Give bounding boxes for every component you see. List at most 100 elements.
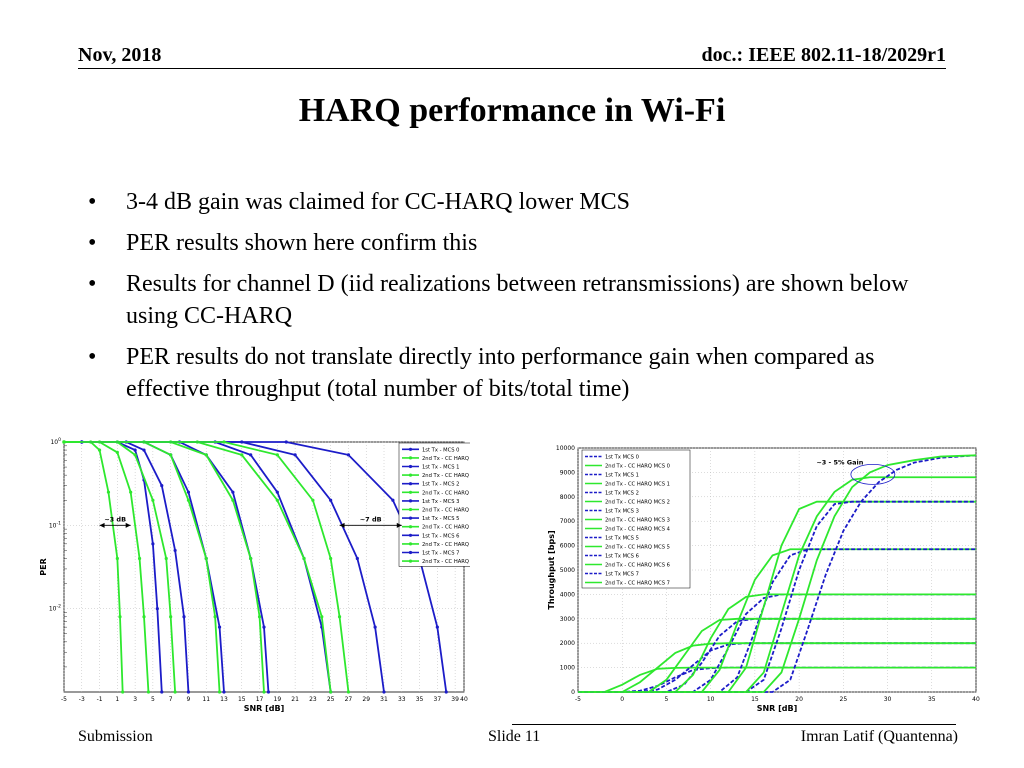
- legend-label: 2nd Tx - CC HARQ MCS 6: [422, 542, 470, 548]
- arrow-head: [99, 522, 105, 528]
- data-point: [240, 453, 244, 457]
- data-point: [115, 450, 119, 455]
- legend-label: 1st Tx MCS 2: [605, 491, 639, 497]
- y-tick-label: 10-1: [49, 520, 61, 529]
- legend-label: 2nd Tx - CC HARQ MCS 2: [422, 490, 470, 496]
- x-tick-label: 25: [840, 696, 848, 703]
- x-tick-label: 40: [972, 696, 980, 703]
- x-tick-label: 11: [202, 696, 210, 703]
- bullet-item: 3-4 dB gain was claimed for CC-HARQ lowe…: [88, 186, 918, 218]
- y-tick-label: 3000: [560, 616, 575, 623]
- legend-label: 2nd Tx - CC HARQ MCS 5: [605, 545, 670, 551]
- data-point: [329, 690, 333, 694]
- legend-label: 1st Tx MCS 0: [605, 455, 639, 461]
- legend-label: 1st Tx - MCS 7: [422, 551, 459, 557]
- y-tick-label: 5000: [560, 567, 575, 574]
- x-tick-label: 23: [309, 696, 317, 703]
- x-tick-label: 29: [362, 696, 370, 703]
- x-tick-label: 37: [434, 696, 442, 703]
- arrow-head: [125, 522, 131, 528]
- x-tick-label: 15: [751, 696, 759, 703]
- footer-author: Imran Latif (Quantenna): [800, 728, 958, 745]
- slide-title: HARQ performance in Wi-Fi: [298, 92, 726, 129]
- arrow-head: [396, 522, 402, 528]
- data-point: [222, 440, 226, 444]
- data-point: [284, 440, 288, 444]
- y-axis-label: Throughput [bps]: [547, 530, 556, 609]
- legend-label: 1st Tx - MCS 1: [422, 465, 459, 471]
- legend-label: 2nd Tx - CC HARQ MCS 7: [605, 581, 670, 587]
- data-point: [204, 556, 208, 561]
- x-tick-label: 15: [238, 696, 246, 703]
- series-line: [578, 593, 976, 693]
- legend-label: 2nd Tx - CC HARQ MCS 7: [422, 559, 470, 565]
- x-tick-label: -3: [79, 696, 85, 703]
- legend-marker: [408, 456, 413, 460]
- data-point: [293, 453, 297, 457]
- legend-label: 2nd Tx - CC HARQ MCS 4: [605, 527, 671, 533]
- series-line: [578, 500, 976, 693]
- x-tick-label: 35: [416, 696, 424, 703]
- bullet-item: Results for channel D (iid realizations …: [88, 268, 918, 332]
- data-point: [302, 556, 306, 561]
- legend-label: 1st Tx - MCS 5: [422, 516, 459, 522]
- arrow-head: [339, 522, 345, 528]
- data-point: [186, 690, 191, 694]
- legend-marker: [408, 525, 413, 529]
- x-tick-label: 19: [274, 696, 282, 703]
- y-tick-label: 10000: [556, 445, 575, 452]
- legend-marker: [408, 533, 413, 537]
- x-tick-label: 7: [169, 696, 173, 703]
- data-point: [444, 690, 448, 694]
- x-tick-label: -5: [61, 696, 67, 703]
- x-tick-label: 0: [620, 696, 624, 703]
- series-line: [578, 642, 976, 693]
- data-point: [311, 498, 315, 502]
- y-tick-label: 9000: [560, 469, 575, 476]
- x-tick-label: 10: [707, 696, 715, 703]
- data-point: [169, 453, 173, 457]
- legend-marker: [408, 447, 413, 451]
- data-point: [266, 690, 271, 694]
- data-point: [262, 625, 266, 629]
- y-tick-label: 8000: [560, 494, 575, 501]
- series-line: [578, 548, 976, 693]
- data-point: [169, 615, 173, 619]
- legend-label: 2nd Tx - CC HARQ MCS 3: [605, 518, 670, 524]
- legend-marker: [408, 490, 413, 494]
- data-point: [231, 498, 235, 502]
- y-axis-label: PER: [39, 558, 48, 576]
- y-tick-label: 4000: [560, 591, 575, 598]
- bullet-item: PER results shown here confirm this: [88, 227, 918, 259]
- legend-label: 1st Tx - MCS 0: [422, 447, 459, 453]
- legend-marker: [408, 516, 413, 520]
- legend-label: 1st Tx MCS 5: [605, 536, 639, 542]
- x-tick-label: 13: [220, 696, 228, 703]
- legend-label: 1st Tx MCS 3: [605, 509, 639, 515]
- per-chart: -5 -3 -1 1 3 5 7 9 11 13 15 17 19 21 23 25 27 29 31 33 35 37 3…: [36, 436, 470, 716]
- data-point: [155, 607, 159, 611]
- legend-marker: [408, 550, 413, 555]
- data-point: [97, 448, 102, 452]
- data-point: [435, 625, 439, 629]
- legend-marker: [408, 559, 413, 563]
- data-point: [382, 690, 386, 694]
- y-tick-label: 7000: [560, 518, 575, 525]
- x-tick-label: 31: [380, 696, 388, 703]
- x-tick-label: 3: [133, 696, 137, 703]
- legend-label: 2nd Tx - CC HARQ MCS 0: [605, 464, 670, 470]
- data-point: [62, 440, 66, 444]
- gain-highlight: [850, 464, 896, 485]
- data-point: [217, 690, 222, 694]
- data-point: [329, 556, 333, 561]
- legend-marker: [408, 542, 413, 546]
- data-point: [186, 490, 191, 494]
- gain-annotation: ~3 - 5% Gain: [816, 458, 863, 466]
- legend-label: 1st Tx MCS 1: [605, 473, 639, 479]
- y-tick-label: 10-2: [49, 604, 61, 613]
- gain-annotation: ~3 dB: [104, 515, 126, 523]
- bullet-item: PER results do not translate directly in…: [88, 341, 918, 405]
- y-tick-label: 100: [50, 437, 61, 446]
- data-point: [146, 690, 151, 694]
- data-point: [164, 556, 168, 561]
